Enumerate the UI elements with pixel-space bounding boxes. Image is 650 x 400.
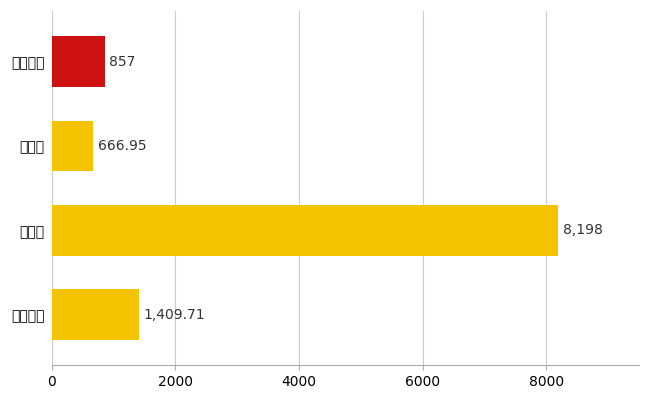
- Text: 666.95: 666.95: [98, 139, 146, 153]
- Bar: [51, 289, 138, 340]
- Bar: [51, 36, 105, 87]
- Text: 1,409.71: 1,409.71: [144, 308, 205, 322]
- Text: 8,198: 8,198: [564, 223, 603, 237]
- Text: 857: 857: [109, 55, 136, 69]
- Bar: [51, 205, 558, 256]
- Bar: [51, 121, 93, 171]
